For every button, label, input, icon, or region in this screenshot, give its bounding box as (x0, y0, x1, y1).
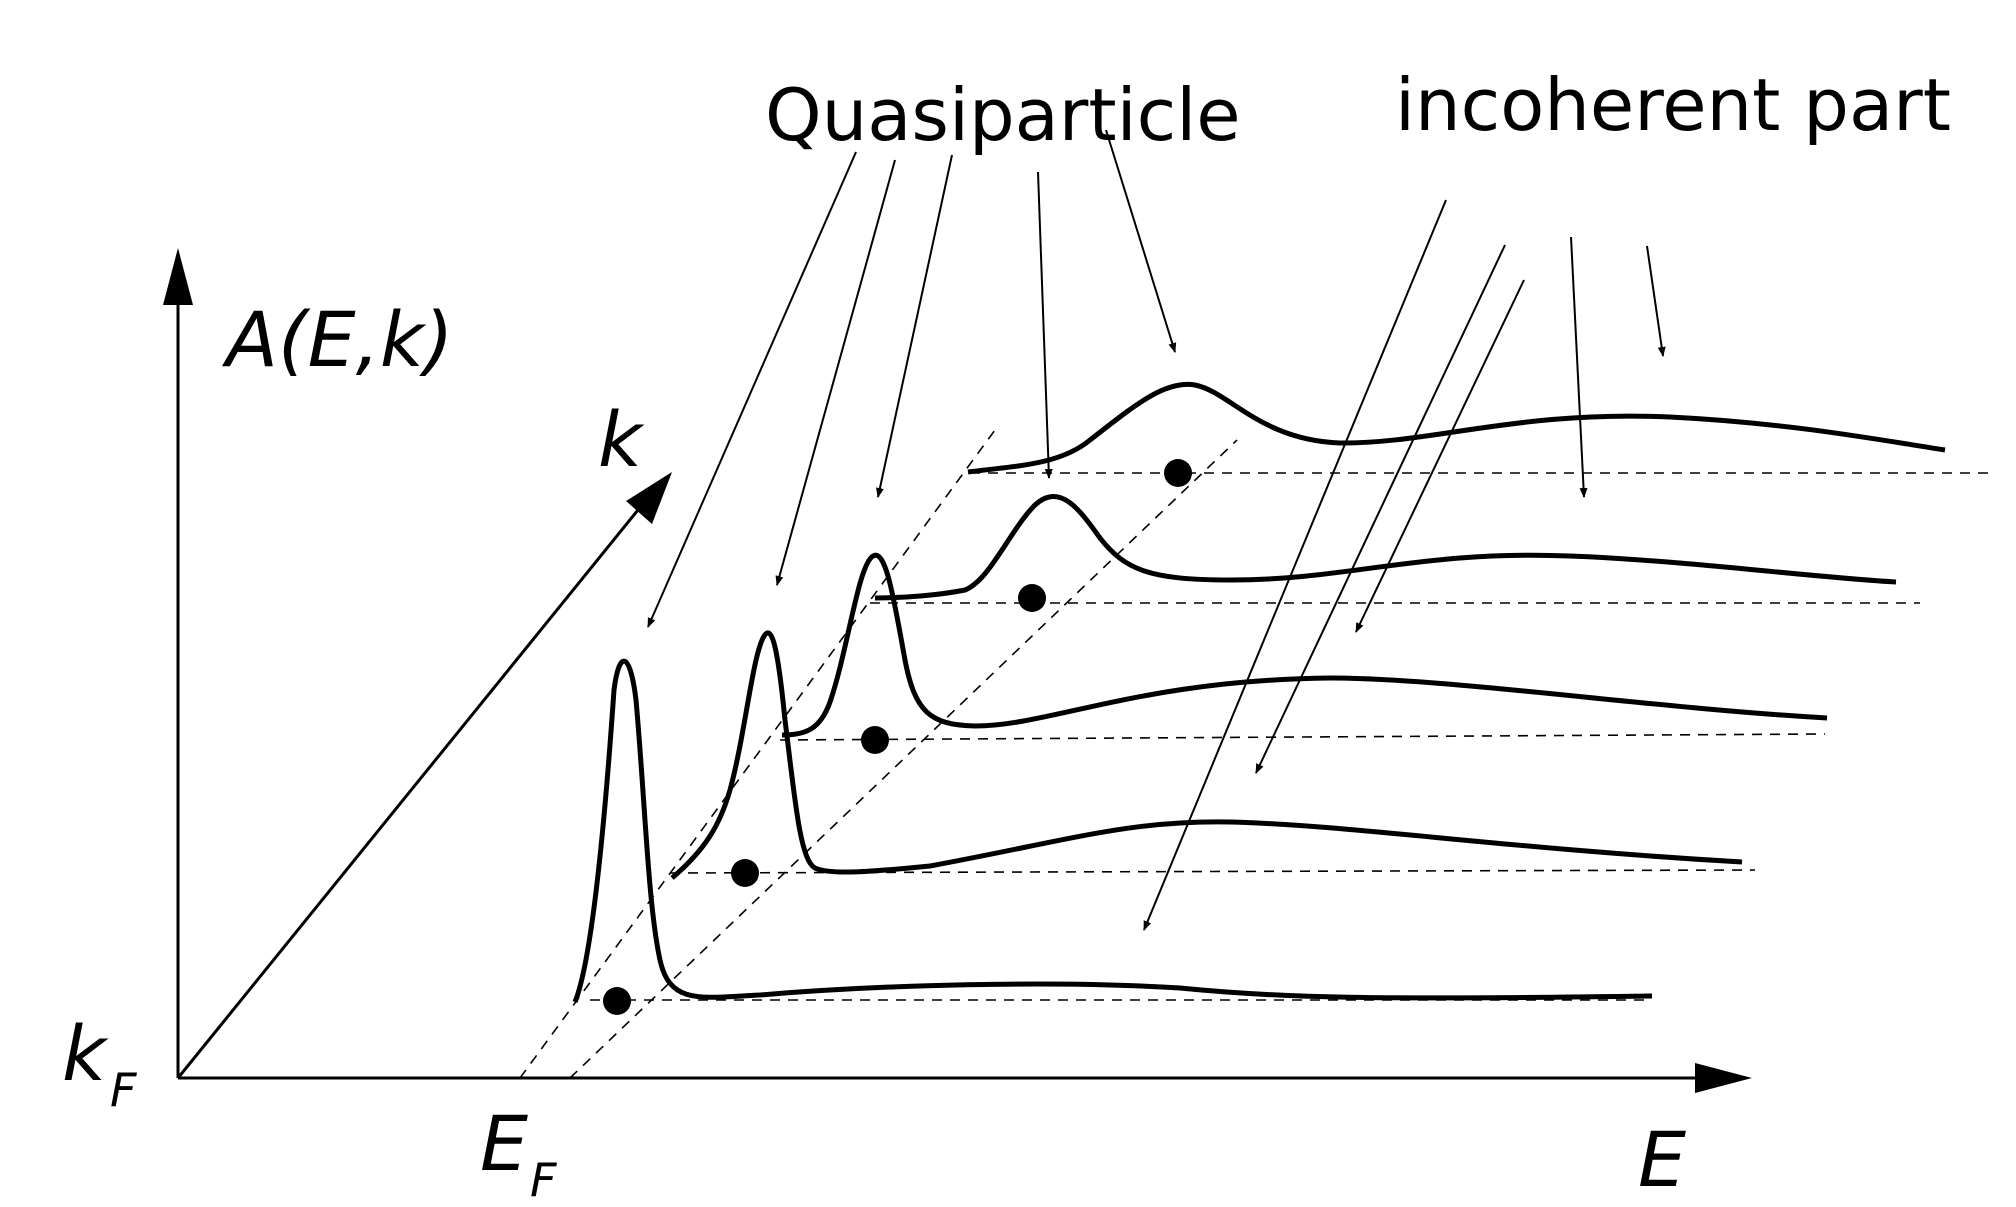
quasiparticle-arrow-4 (1037, 171, 1053, 479)
spectral-curve-3 (781, 552, 1828, 738)
kf-label: k (62, 1009, 109, 1098)
spectral-curve-2 (670, 630, 1743, 880)
fermi-energy-dashed-line (519, 429, 996, 1079)
spectral-curve-5 (967, 381, 1946, 475)
incoherent-arrow-4 (1570, 236, 1588, 498)
dispersion-dashed-line (569, 439, 1238, 1079)
labels: Quasiparticle incoherent part A(E,k) k E… (62, 63, 1951, 1207)
dispersion-dot-5 (1164, 459, 1192, 487)
quasiparticle-arrow-2 (775, 159, 896, 586)
dispersion-dot-1 (603, 987, 631, 1015)
incoherent-part-label: incoherent part (1395, 63, 1951, 147)
dispersion-dots (603, 459, 1192, 1015)
e-axis-label: E (1638, 1115, 1686, 1204)
dispersion-dot-3 (861, 726, 889, 754)
k-axis-line (176, 499, 648, 1079)
axes (163, 248, 1752, 1093)
e-axis-arrowhead (1695, 1063, 1752, 1093)
spectral-curves (572, 381, 1946, 1003)
quasiparticle-label: Quasiparticle (765, 73, 1241, 157)
incoherent-arrow-2 (1255, 244, 1506, 774)
incoherent-arrow-1 (1143, 199, 1447, 931)
incoherent-arrow-3 (1355, 279, 1525, 633)
k-axis-label: k (598, 395, 645, 484)
dispersion-dot-4 (1018, 584, 1046, 612)
spectral-curve-1 (572, 658, 1653, 1003)
y-axis-label: A(E,k) (221, 295, 453, 384)
quasiparticle-arrows (647, 129, 1177, 628)
quasiparticle-arrow-1 (647, 151, 857, 628)
spectral-curve-4 (874, 494, 1897, 601)
baseline-3 (779, 733, 1826, 741)
kf-subscript: F (110, 1063, 137, 1117)
quasiparticle-arrow-5 (1105, 129, 1177, 353)
ef-label: E (480, 1099, 528, 1188)
ef-subscript: F (530, 1153, 557, 1207)
incoherent-arrow-5 (1646, 245, 1666, 357)
incoherent-arrows (1143, 199, 1666, 931)
k-axis-arrowhead (626, 472, 672, 524)
dispersion-dot-2 (731, 859, 759, 887)
quasiparticle-arrow-3 (875, 154, 953, 498)
y-axis-arrowhead (163, 248, 193, 305)
